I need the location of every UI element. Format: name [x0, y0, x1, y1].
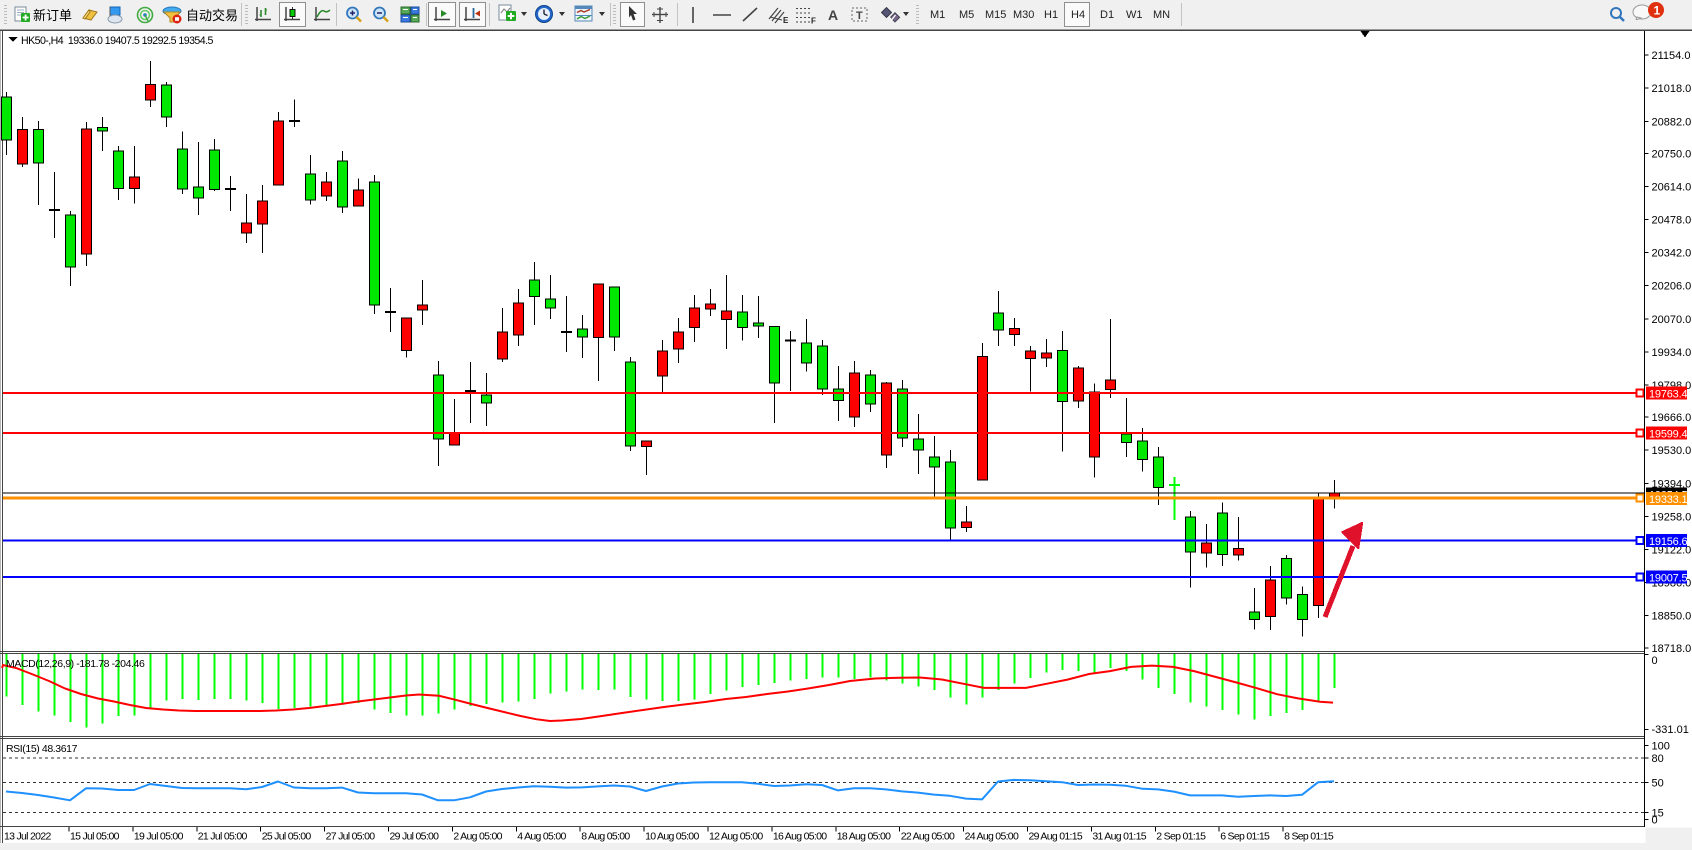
svg-text:25 Jul 05:00: 25 Jul 05:00: [262, 831, 312, 843]
svg-text:8 Sep 01:15: 8 Sep 01:15: [1284, 831, 1334, 843]
svg-text:20342.0: 20342.0: [1652, 248, 1692, 260]
svg-text:50: 50: [1652, 777, 1664, 789]
svg-text:21 Jul 05:00: 21 Jul 05:00: [198, 831, 248, 843]
svg-text:19122.0: 19122.0: [1652, 545, 1692, 557]
svg-text:13 Jul 2022: 13 Jul 2022: [4, 831, 51, 843]
svg-text:18850.0: 18850.0: [1652, 611, 1692, 623]
svg-text:20206.0: 20206.0: [1652, 281, 1692, 293]
svg-text:2 Sep 01:15: 2 Sep 01:15: [1156, 831, 1206, 843]
svg-text:29 Jul 05:00: 29 Jul 05:00: [390, 831, 440, 843]
svg-text:T: T: [856, 10, 863, 22]
svg-text:16 Aug 05:00: 16 Aug 05:00: [773, 831, 827, 843]
svg-text:21154.0: 21154.0: [1652, 50, 1691, 62]
svg-text:22 Aug 05:00: 22 Aug 05:00: [901, 831, 955, 843]
svg-text:100: 100: [1652, 741, 1670, 753]
svg-text:19666.0: 19666.0: [1652, 412, 1692, 424]
svg-text:8 Aug 05:00: 8 Aug 05:00: [581, 831, 630, 843]
svg-text:MACD(12,26,9) -181.78 -204.46: MACD(12,26,9) -181.78 -204.46: [6, 658, 145, 670]
svg-text:19934.0: 19934.0: [1652, 347, 1692, 359]
svg-text:RSI(15) 48.3617: RSI(15) 48.3617: [6, 743, 78, 755]
svg-text:20882.0: 20882.0: [1652, 116, 1692, 128]
svg-text:19 Jul 05:00: 19 Jul 05:00: [134, 831, 184, 843]
svg-text:19394.0: 19394.0: [1652, 478, 1692, 490]
svg-text:21018.0: 21018.0: [1652, 83, 1692, 95]
svg-text:19599.4: 19599.4: [1649, 429, 1687, 441]
svg-text:12 Aug 05:00: 12 Aug 05:00: [709, 831, 763, 843]
svg-text:10 Aug 05:00: 10 Aug 05:00: [645, 831, 699, 843]
svg-text:19530.0: 19530.0: [1652, 445, 1692, 457]
svg-text:29 Aug 01:15: 29 Aug 01:15: [1029, 831, 1083, 843]
svg-text:0: 0: [1652, 815, 1658, 827]
svg-text:F: F: [811, 17, 816, 25]
svg-text:6 Sep 01:15: 6 Sep 01:15: [1220, 831, 1270, 843]
svg-text:20478.0: 20478.0: [1652, 215, 1692, 227]
svg-text:20750.0: 20750.0: [1652, 148, 1692, 160]
svg-text:20614.0: 20614.0: [1652, 182, 1692, 194]
svg-text:E: E: [783, 16, 789, 24]
svg-text:19007.5: 19007.5: [1649, 573, 1687, 585]
svg-text:24 Aug 05:00: 24 Aug 05:00: [965, 831, 1019, 843]
svg-text:19156.6: 19156.6: [1649, 536, 1687, 548]
svg-text:27 Jul 05:00: 27 Jul 05:00: [326, 831, 376, 843]
svg-text:1: 1: [1654, 4, 1661, 18]
svg-text:19763.4: 19763.4: [1649, 389, 1687, 401]
svg-text:19333.1: 19333.1: [1649, 494, 1687, 506]
svg-text:-331.01: -331.01: [1652, 724, 1689, 736]
svg-text:20070.0: 20070.0: [1652, 314, 1692, 326]
svg-text:80: 80: [1652, 753, 1664, 765]
svg-text:18718.0: 18718.0: [1652, 643, 1692, 655]
svg-text:18 Aug 05:00: 18 Aug 05:00: [837, 831, 891, 843]
svg-text:19258.0: 19258.0: [1652, 511, 1692, 523]
svg-text:15: 15: [1652, 808, 1664, 820]
svg-text:15 Jul 05:00: 15 Jul 05:00: [70, 831, 120, 843]
svg-text:31 Aug 01:15: 31 Aug 01:15: [1092, 831, 1146, 843]
svg-text:4 Aug 05:00: 4 Aug 05:00: [517, 831, 566, 843]
svg-text:2 Aug 05:00: 2 Aug 05:00: [453, 831, 502, 843]
svg-text:HK50-,H4 19336.0 19407.5 1929: HK50-,H4 19336.0 19407.5 19292.5 19354.5: [21, 35, 214, 47]
svg-text:0: 0: [1652, 655, 1658, 667]
